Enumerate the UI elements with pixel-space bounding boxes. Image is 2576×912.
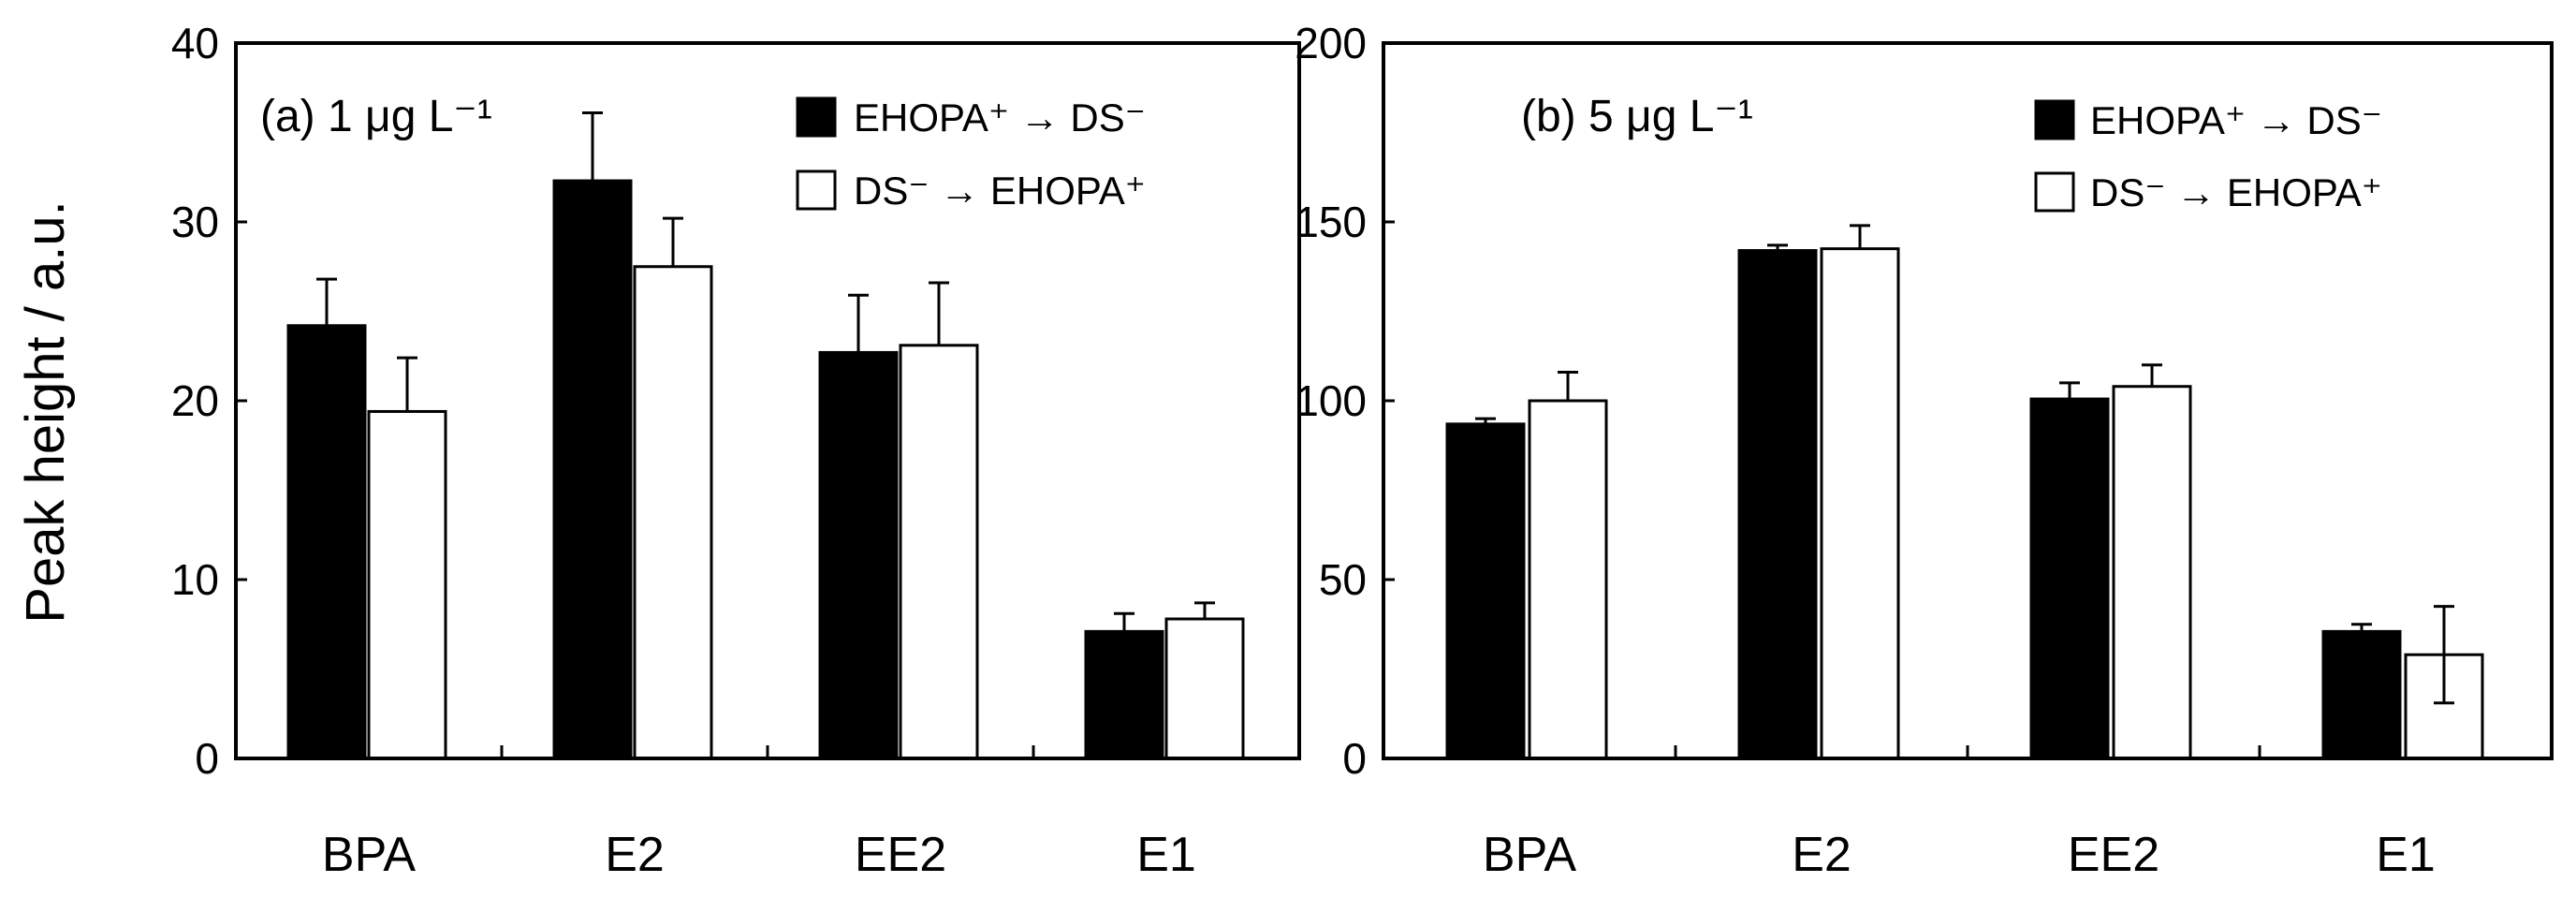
legend-swatch-hollow: [796, 169, 837, 211]
y-tick-label: 30: [171, 198, 219, 246]
legend-label: EHOPA⁺ → DS⁻: [854, 96, 1146, 140]
legend-swatch-hollow: [2034, 171, 2075, 213]
x-category-label: BPA: [1483, 828, 1577, 882]
bar-hollow: [1164, 617, 1245, 760]
bar-filled: [1445, 422, 1526, 760]
bar-hollow: [1528, 399, 1608, 760]
y-tick-label: 0: [195, 734, 219, 783]
bar-hollow: [367, 409, 447, 760]
bar-filled: [286, 324, 367, 760]
legend-label: EHOPA⁺ → DS⁻: [2090, 98, 2382, 142]
bar-hollow: [899, 344, 979, 760]
x-category-label: BPA: [322, 828, 417, 882]
legend-swatch-filled: [2034, 99, 2075, 140]
panel-a: 0 10 20 30 40 BPA E2 EE2 E1 (a) 1 μg L⁻¹ EHOPA⁺ → …: [171, 19, 1301, 882]
x-category-label: E1: [1136, 828, 1196, 882]
panel-label: (b) 5 μg L⁻¹: [1521, 92, 1753, 141]
legend-label: DS⁻ → EHOPA⁺: [2090, 170, 2382, 214]
y-tick-label: 10: [171, 555, 219, 604]
y-axis-title: Peak height / a.u.: [15, 200, 76, 623]
y-tick-label: 0: [1342, 734, 1367, 783]
bar-filled: [2029, 397, 2110, 760]
y-tick-label: 150: [1295, 198, 1367, 246]
y-tick-label: 50: [1319, 555, 1367, 604]
x-category-label: EE2: [2068, 828, 2159, 882]
bar-filled: [552, 179, 633, 760]
x-category-label: E2: [605, 828, 665, 882]
bar-filled: [818, 350, 899, 760]
bar-filled: [1737, 249, 1818, 760]
y-tick-label: 100: [1295, 376, 1367, 425]
legend-swatch-filled: [796, 96, 837, 138]
y-tick-label: 40: [171, 19, 219, 67]
x-category-label: EE2: [855, 828, 946, 882]
plot-frame: [1382, 41, 2554, 760]
bar-filled: [2321, 629, 2402, 760]
bar-hollow: [1820, 247, 1900, 760]
x-category-label: E2: [1792, 828, 1852, 882]
bar-filled: [1084, 629, 1164, 760]
bar-hollow: [633, 265, 713, 760]
bar-hollow: [2112, 385, 2192, 760]
y-tick-label: 200: [1295, 19, 1367, 67]
x-category-label: E1: [2376, 828, 2436, 882]
panel-label: (a) 1 μg L⁻¹: [260, 92, 492, 141]
y-tick-label: 20: [171, 376, 219, 425]
legend-label: DS⁻ → EHOPA⁺: [854, 169, 1146, 213]
panel-b: 0 50 100 150 200 BPA E2 EE2 E1 (b) 5 μg L⁻¹ EHOPA⁺…: [1295, 19, 2554, 882]
plot-frame: [234, 41, 1301, 760]
